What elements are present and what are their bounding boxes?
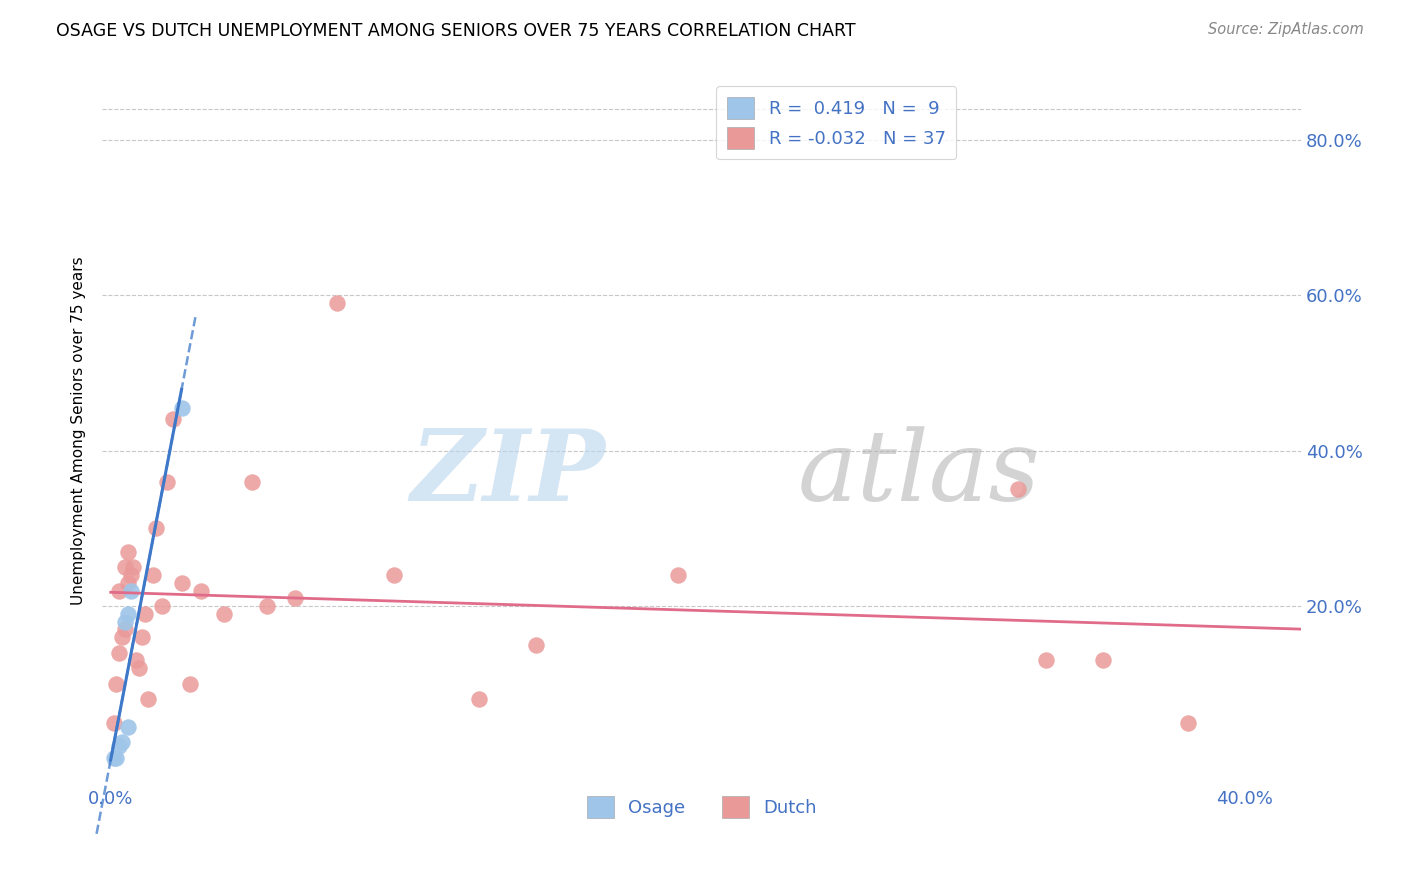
Point <box>128 661 150 675</box>
Point <box>326 296 349 310</box>
Text: ZIP: ZIP <box>411 425 606 522</box>
Point <box>256 599 278 613</box>
Point <box>120 568 142 582</box>
Point <box>120 583 142 598</box>
Point <box>114 560 136 574</box>
Point <box>1177 715 1199 730</box>
Point <box>212 607 235 621</box>
Point <box>114 623 136 637</box>
Point <box>134 607 156 621</box>
Point <box>103 750 125 764</box>
Point <box>125 653 148 667</box>
Point <box>117 575 139 590</box>
Point <box>108 646 131 660</box>
Point <box>162 412 184 426</box>
Y-axis label: Unemployment Among Seniors over 75 years: Unemployment Among Seniors over 75 years <box>72 257 86 606</box>
Point <box>131 630 153 644</box>
Point <box>111 735 134 749</box>
Point <box>170 575 193 590</box>
Point <box>179 677 201 691</box>
Point <box>190 583 212 598</box>
Point <box>284 591 307 606</box>
Point <box>145 521 167 535</box>
Point <box>242 475 264 489</box>
Point <box>103 715 125 730</box>
Point <box>170 401 193 415</box>
Point <box>1091 653 1114 667</box>
Point <box>114 615 136 629</box>
Point <box>382 568 405 582</box>
Point <box>136 692 159 706</box>
Point <box>111 630 134 644</box>
Text: OSAGE VS DUTCH UNEMPLOYMENT AMONG SENIORS OVER 75 YEARS CORRELATION CHART: OSAGE VS DUTCH UNEMPLOYMENT AMONG SENIOR… <box>56 22 856 40</box>
Point <box>150 599 173 613</box>
Point <box>108 583 131 598</box>
Point <box>524 638 547 652</box>
Point <box>105 677 128 691</box>
Legend: Osage, Dutch: Osage, Dutch <box>579 789 824 825</box>
Point <box>117 544 139 558</box>
Point <box>105 750 128 764</box>
Point <box>117 720 139 734</box>
Point <box>468 692 491 706</box>
Point <box>117 607 139 621</box>
Point <box>122 560 145 574</box>
Point <box>666 568 689 582</box>
Point <box>108 739 131 753</box>
Point <box>142 568 165 582</box>
Point <box>156 475 179 489</box>
Text: Source: ZipAtlas.com: Source: ZipAtlas.com <box>1208 22 1364 37</box>
Point <box>1007 483 1029 497</box>
Text: atlas: atlas <box>797 426 1040 521</box>
Point <box>1035 653 1057 667</box>
